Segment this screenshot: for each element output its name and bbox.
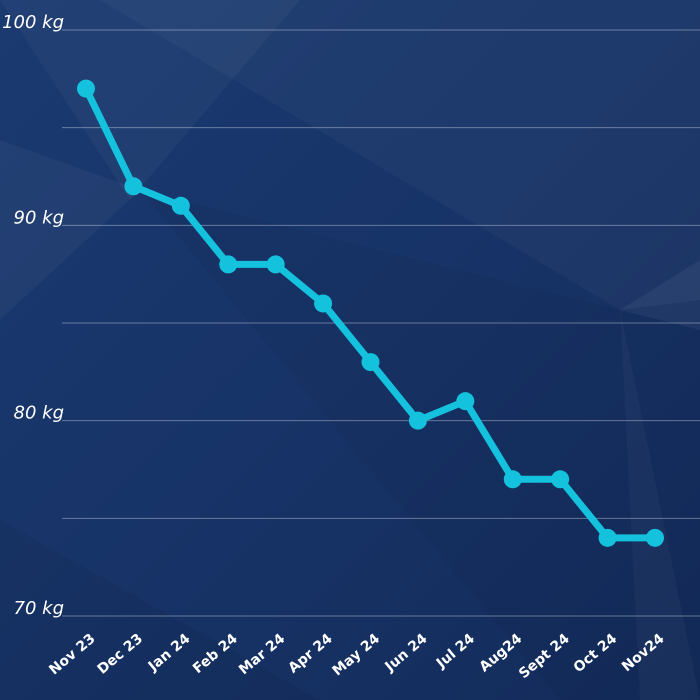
y-tick-label-80: 80 kg — [14, 403, 64, 424]
data-point-5 — [314, 294, 333, 313]
data-point-8 — [456, 392, 475, 411]
data-point-1 — [124, 177, 143, 196]
y-tick-label-100: 100 kg — [2, 12, 64, 33]
data-point-6 — [361, 353, 380, 372]
data-point-11 — [598, 528, 617, 547]
y-tick-label-90: 90 kg — [14, 207, 64, 228]
data-point-12 — [646, 528, 664, 547]
data-point-4 — [266, 255, 285, 274]
data-point-7 — [408, 411, 427, 430]
data-point-2 — [171, 196, 190, 215]
y-axis-tick-labels: 70 kg 80 kg 90 kg 100 kg — [2, 12, 64, 619]
y-tick-label-70: 70 kg — [14, 598, 64, 619]
data-points — [77, 79, 664, 547]
data-point-0 — [77, 79, 95, 98]
data-point-9 — [503, 470, 522, 489]
data-point-3 — [219, 255, 238, 274]
data-point-10 — [551, 470, 570, 489]
